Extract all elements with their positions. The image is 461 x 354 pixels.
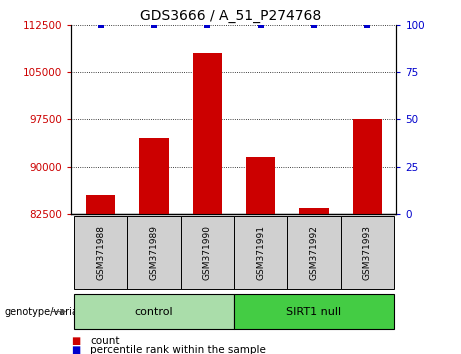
- Text: ■: ■: [71, 336, 81, 346]
- Text: control: control: [135, 307, 173, 316]
- Bar: [139, 138, 169, 214]
- Text: GSM371988: GSM371988: [96, 225, 105, 280]
- Bar: [353, 119, 382, 214]
- Bar: [246, 157, 275, 214]
- Text: SIRT1 null: SIRT1 null: [286, 307, 342, 316]
- Text: GSM371993: GSM371993: [363, 225, 372, 280]
- Text: GDS3666 / A_51_P274768: GDS3666 / A_51_P274768: [140, 9, 321, 23]
- Text: GSM371990: GSM371990: [203, 225, 212, 280]
- Text: genotype/variation: genotype/variation: [5, 307, 97, 316]
- Text: GSM371992: GSM371992: [309, 225, 319, 280]
- Text: GSM371989: GSM371989: [149, 225, 159, 280]
- Bar: [193, 53, 222, 214]
- Text: GSM371991: GSM371991: [256, 225, 265, 280]
- Text: percentile rank within the sample: percentile rank within the sample: [90, 346, 266, 354]
- Bar: [299, 208, 329, 214]
- Text: ■: ■: [71, 346, 81, 354]
- Bar: [86, 195, 115, 214]
- Text: count: count: [90, 336, 119, 346]
